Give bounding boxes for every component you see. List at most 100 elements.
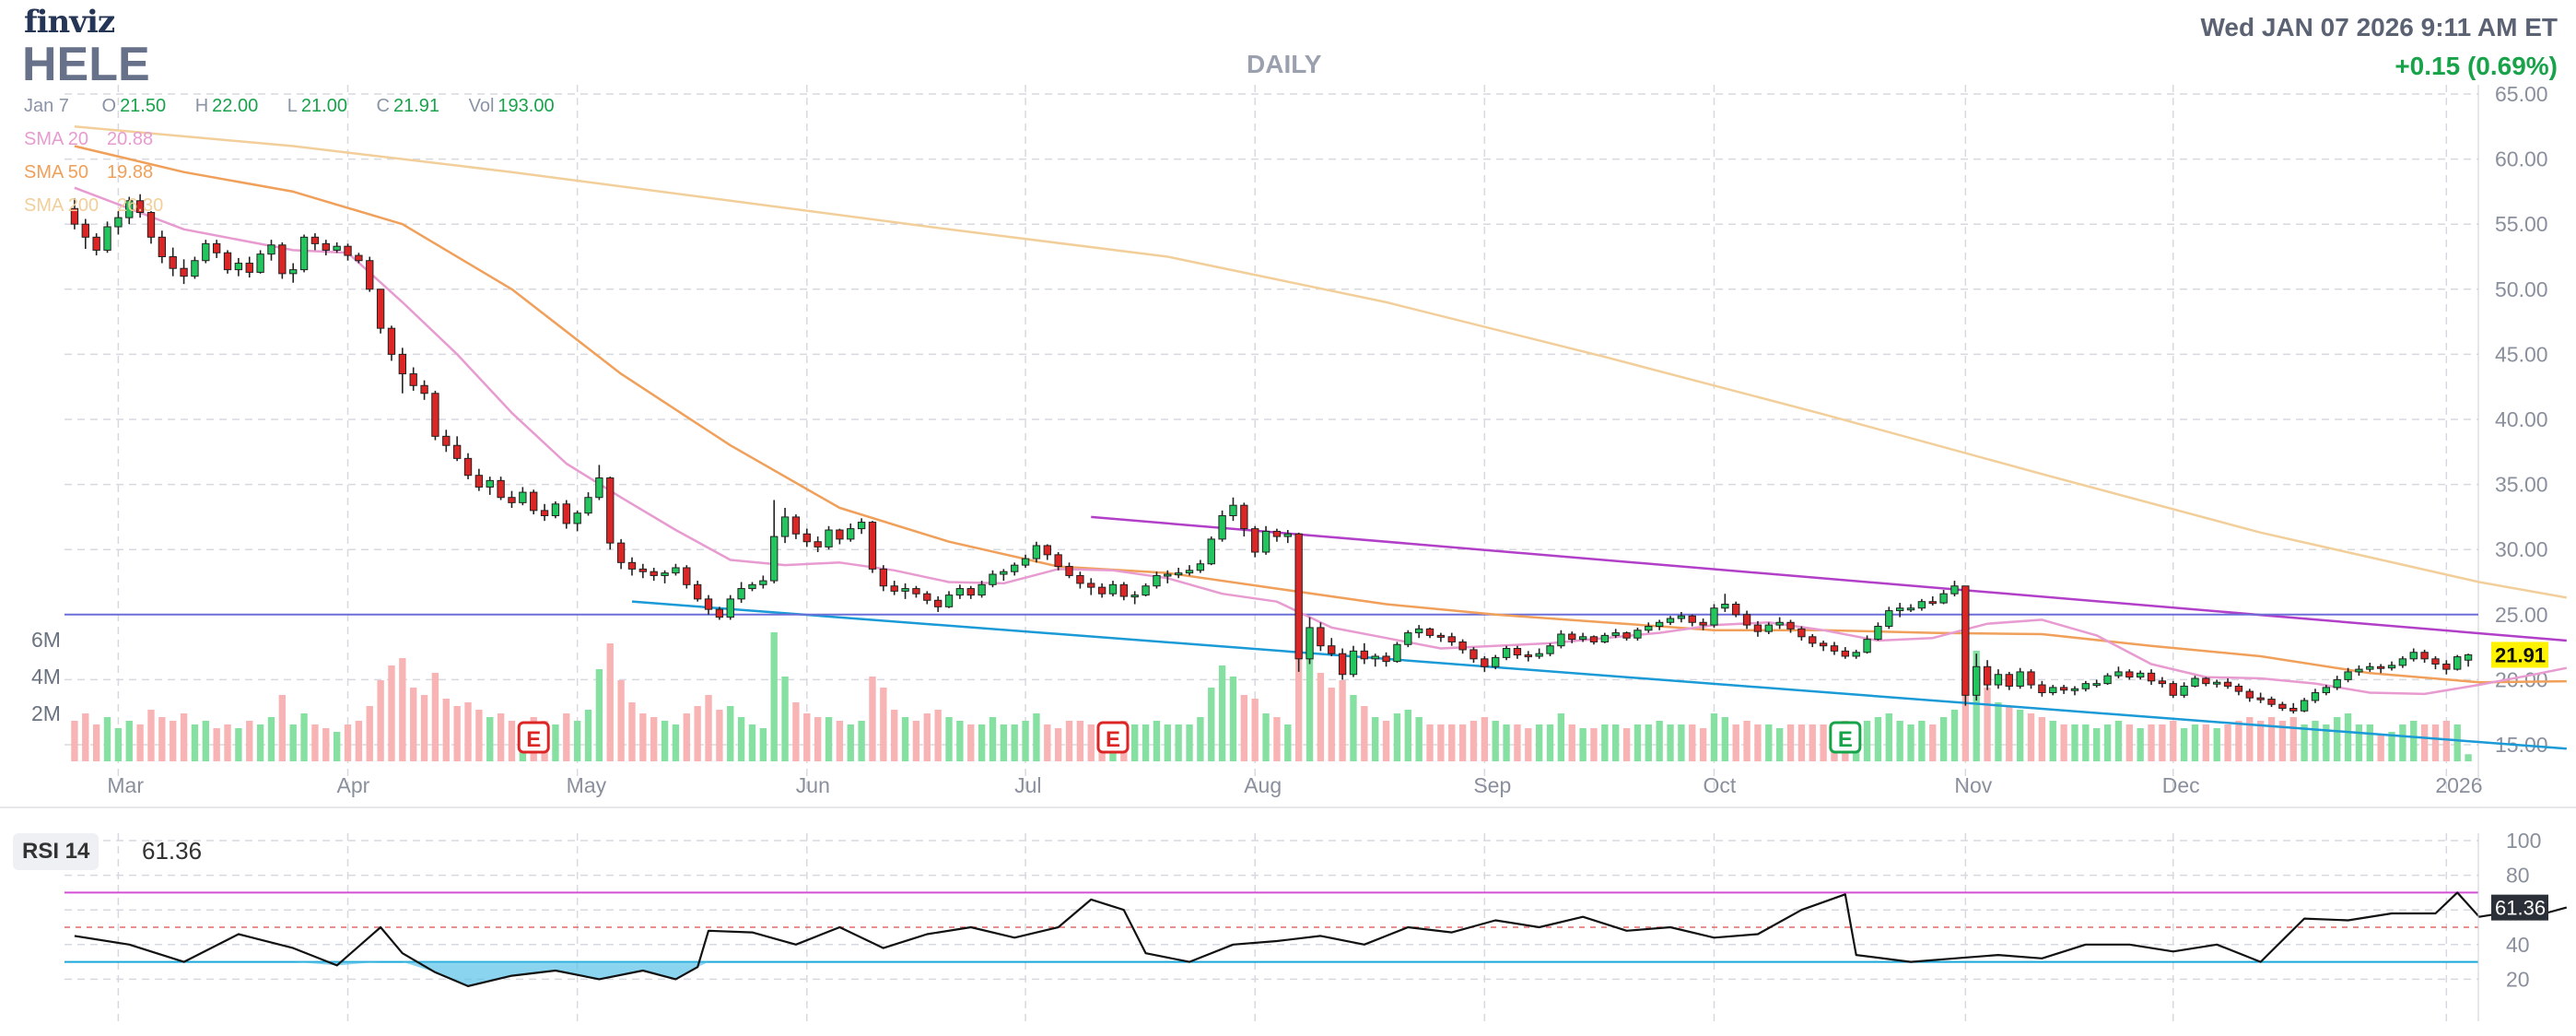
candle-body <box>366 260 374 290</box>
candle-body <box>135 200 145 213</box>
volume-bar <box>2246 717 2254 761</box>
candle-body <box>191 260 199 277</box>
month-label: Oct <box>1703 773 1736 797</box>
volume-bar <box>2453 724 2461 761</box>
volume-bar <box>1361 706 1368 761</box>
price-tick-label: 35.00 <box>2495 473 2548 497</box>
candle-body <box>868 522 877 570</box>
volume-bar <box>2399 724 2406 761</box>
price-tick-label: 65.00 <box>2495 82 2548 106</box>
volume-bar <box>191 724 199 761</box>
candle-body <box>595 477 603 499</box>
candle-body <box>146 211 156 238</box>
volume-bar <box>1011 724 1018 761</box>
volume-bar <box>1240 695 1248 761</box>
candle-body <box>1371 655 1379 660</box>
volume-bar <box>1896 721 1903 761</box>
volume-bar <box>1885 713 1892 761</box>
candle-body <box>2409 652 2418 660</box>
price-tick-label: 30.00 <box>2495 537 2548 561</box>
candle-body <box>715 608 724 618</box>
candle-body <box>1535 653 1543 657</box>
candle-body <box>1328 645 1336 654</box>
candle-body <box>519 491 527 503</box>
volume-bar <box>2267 717 2276 761</box>
candle-body <box>1436 634 1446 638</box>
volume-bar <box>2410 721 2418 761</box>
volume-bar <box>978 724 986 761</box>
candle-body <box>289 269 298 275</box>
ohlc-date: Jan 7 <box>24 96 69 116</box>
volume-bar <box>2180 728 2188 761</box>
candle-body <box>398 353 407 375</box>
volume-bar <box>1339 680 1346 761</box>
volume-bar <box>1622 728 1631 761</box>
volume-bar <box>224 724 231 761</box>
candle-body <box>1578 636 1587 641</box>
candle-body <box>978 583 986 596</box>
volume-bar <box>497 713 505 761</box>
candle-body <box>627 561 637 570</box>
volume-bar <box>1426 724 1434 761</box>
candle-body <box>2366 665 2374 670</box>
candle-body <box>2464 653 2473 661</box>
close-label: C <box>376 96 390 116</box>
volume-bar <box>1775 728 1784 761</box>
volume-bar <box>781 677 789 761</box>
month-label: Aug <box>1244 773 1282 797</box>
volume-bar <box>1699 728 1707 761</box>
volume-bar <box>1514 724 1521 761</box>
volume-bar <box>552 724 559 761</box>
volume-bar <box>759 728 767 761</box>
candle-body <box>2311 692 2320 701</box>
candle-body <box>650 571 658 576</box>
candle-body <box>1863 639 1871 653</box>
volume-bar <box>880 688 887 761</box>
volume-bar <box>1645 724 1652 761</box>
volume-bar <box>410 688 417 761</box>
volume-bar <box>716 710 723 761</box>
volume-bar <box>333 732 341 761</box>
volume-bar <box>2323 724 2330 761</box>
candle-body <box>966 588 975 596</box>
candle-body <box>1950 585 1959 595</box>
volume-tick-label: 6M <box>31 628 61 652</box>
volume-bar <box>1754 724 1762 761</box>
finviz-logo[interactable]: finviz <box>24 4 115 41</box>
volume-bar <box>1678 724 1685 761</box>
ohlc-readout: Jan 7 O 21.50 H 22.00 L 21.00 C 21.91 Vol 193… <box>24 96 579 117</box>
candle-body <box>1819 642 1828 647</box>
sma20-label: SMA 20 <box>24 129 89 149</box>
volume-tick-label: 4M <box>31 665 61 689</box>
candle-body <box>2213 681 2221 685</box>
volume-bar <box>639 713 647 761</box>
earnings-marker <box>1829 721 1862 754</box>
candle-body <box>278 244 287 275</box>
rsi-label[interactable]: RSI 14 <box>13 833 100 870</box>
open-label: O <box>101 96 117 116</box>
candle-body <box>890 585 898 592</box>
candle-body <box>474 475 484 488</box>
support-trendline <box>631 600 2567 750</box>
candle-body <box>1677 615 1686 619</box>
volume-bar <box>869 677 876 761</box>
price-change: +0.15 (0.69%) <box>2395 52 2558 80</box>
candle-body <box>1742 614 1751 626</box>
earnings-marker-label: E <box>1838 727 1853 752</box>
candle-body <box>1185 570 1194 574</box>
volume-bar <box>1874 717 1882 761</box>
volume-bar <box>1809 724 1816 761</box>
candle-body <box>814 541 822 547</box>
candle-body <box>1852 652 1860 657</box>
candle-body <box>1589 636 1598 642</box>
candle-body <box>2059 687 2068 691</box>
candle-body <box>737 588 745 600</box>
period-label: DAILY <box>1247 50 1322 78</box>
volume-bar <box>650 717 658 761</box>
volume-bar <box>2060 724 2067 761</box>
volume-bar <box>1481 717 1489 761</box>
volume-bar <box>1229 677 1237 761</box>
volume-bar <box>158 717 166 761</box>
candle-body <box>2344 671 2352 680</box>
volume-bar <box>1918 721 1926 761</box>
